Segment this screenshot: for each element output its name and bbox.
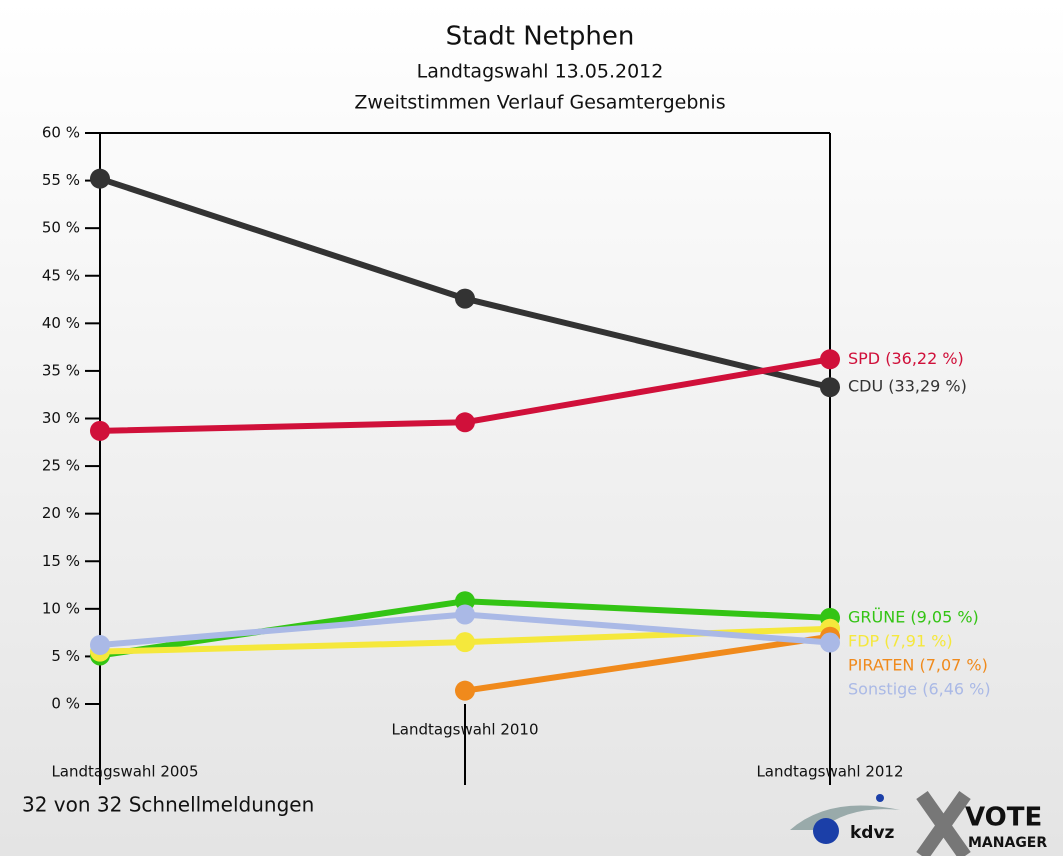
data-point <box>455 288 475 309</box>
data-label: GRÜNE (9,05 %) <box>848 607 979 626</box>
y-tick-label: 35 % <box>42 361 80 379</box>
y-tick-label: 25 % <box>42 457 80 475</box>
data-label: SPD (36,22 %) <box>848 349 964 368</box>
data-point <box>90 420 110 441</box>
chart-subtitle: Landtagswahl 13.05.2012 <box>417 61 664 83</box>
logo-dot <box>876 794 884 802</box>
x-tick-label: Landtagswahl 2005 <box>51 763 198 781</box>
data-point <box>455 604 475 625</box>
y-tick-label: 55 % <box>42 171 80 189</box>
logo-x <box>916 790 971 856</box>
logo: kdvz VOTE MANAGER <box>790 790 1047 856</box>
data-point <box>455 412 475 433</box>
logo-product: VOTE <box>965 803 1042 833</box>
y-tick-label: 20 % <box>42 504 80 522</box>
data-label: Sonstige (6,46 %) <box>848 679 991 698</box>
y-tick-label: 50 % <box>42 219 80 237</box>
y-tick-label: 45 % <box>42 266 80 284</box>
data-label: PIRATEN (7,07 %) <box>848 655 988 674</box>
chart-subtitle: Zweitstimmen Verlauf Gesamtergebnis <box>354 92 725 114</box>
y-tick-label: 10 % <box>42 599 80 617</box>
series-line <box>464 633 831 694</box>
x-tick-label: Landtagswahl 2012 <box>756 763 903 781</box>
data-point <box>455 680 475 701</box>
x-tick-label: Landtagswahl 2010 <box>391 721 538 739</box>
data-point <box>820 377 840 398</box>
y-tick-label: 40 % <box>42 314 80 332</box>
data-point <box>90 634 110 655</box>
y-tick-label: 0 % <box>51 695 80 713</box>
data-point <box>90 168 110 189</box>
chart-title: Stadt Netphen <box>446 22 635 52</box>
data-label: FDP (7,91 %) <box>848 631 953 650</box>
logo-dot <box>813 818 839 844</box>
footer: 32 von 32 Schnellmeldungen <box>22 793 314 817</box>
logo-brand: kdvz <box>850 823 895 843</box>
data-label: CDU (33,29 %) <box>848 377 967 396</box>
y-tick-label: 5 % <box>51 647 80 665</box>
y-tick-label: 30 % <box>42 409 80 427</box>
data-point <box>455 632 475 653</box>
y-tick-label: 60 % <box>42 124 80 142</box>
data-point <box>820 349 840 370</box>
y-tick-label: 15 % <box>42 552 80 570</box>
data-point <box>820 632 840 653</box>
logo-product-sub: MANAGER <box>968 835 1047 851</box>
